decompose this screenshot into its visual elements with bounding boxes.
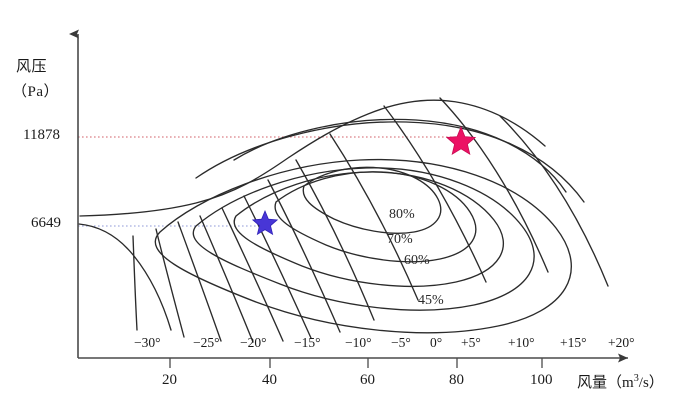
stall-branch-curve [78, 223, 172, 331]
vane-angle-label--5: −5° [391, 335, 411, 350]
pink-star-marker [445, 125, 477, 156]
vane-curve-plus10 [329, 133, 419, 301]
vane-angle-label-0: 0° [430, 335, 443, 350]
vane-curve--20 [177, 221, 222, 342]
x-axis-unit-open: （m [607, 375, 634, 391]
efficiency-contour-60 [192, 167, 535, 311]
y-tick-label-11878: 11878 [23, 127, 60, 143]
vane-curve--5 [243, 195, 312, 339]
x-tick-label-60: 60 [360, 372, 375, 388]
y-axis-title-line2: （Pa） [12, 84, 60, 100]
vane-curve--10 [221, 207, 284, 342]
blue-star-marker [251, 209, 279, 236]
x-tick-label-40: 40 [262, 372, 277, 388]
vane-angle-label-plus5: +5° [461, 335, 481, 350]
vane-angle-label-plus20: +20° [608, 335, 635, 350]
axes [69, 29, 628, 368]
vane-curve-plus5 [295, 159, 375, 321]
vane-angle-label-plus15: +15° [560, 335, 587, 350]
efficiency-label-60: 60% [404, 253, 430, 268]
vane-curve--25 [155, 228, 185, 338]
x-tick-label-100: 100 [530, 372, 553, 388]
vane-curve-outer [499, 115, 609, 287]
vane-angle-label--10: −10° [345, 335, 372, 350]
vane-angle-label--15: −15° [294, 335, 321, 350]
x-axis-unit-exponent: 3 [633, 373, 639, 384]
vane-curve-plus20 [439, 97, 549, 273]
x-tick-label-20: 20 [162, 372, 177, 388]
x-axis-title-main: 风量 [577, 375, 608, 391]
vane-angle-label--30: −30° [134, 335, 161, 350]
vane-curve--30 [132, 235, 138, 331]
x-axis-ticks [169, 358, 543, 368]
vane-angle-label--20: −20° [240, 335, 267, 350]
efficiency-shell-outer [195, 121, 585, 203]
vane-angle-label-plus10: +10° [508, 335, 535, 350]
vane-angle-label--25: −25° [193, 335, 220, 350]
x-tick-label-80: 80 [449, 372, 464, 388]
efficiency-label-45: 45% [418, 293, 444, 308]
vane-curve--15 [199, 215, 254, 343]
efficiency-label-80: 80% [389, 207, 415, 222]
x-axis-title: 风量（m3/s） [577, 371, 664, 392]
performance-curves [78, 97, 609, 343]
y-axis-title-line1: 风压 [16, 59, 48, 75]
efficiency-contour-peak [302, 166, 442, 234]
x-axis-unit-close: /s） [638, 375, 664, 391]
efficiency-label-70: 70% [387, 232, 413, 247]
y-tick-label-6649: 6649 [31, 215, 61, 231]
efficiency-contour-70 [233, 171, 504, 288]
efficiency-contour-45 [154, 158, 572, 334]
efficiency-contour-80 [274, 171, 477, 263]
surge-envelope-curve [79, 99, 546, 217]
